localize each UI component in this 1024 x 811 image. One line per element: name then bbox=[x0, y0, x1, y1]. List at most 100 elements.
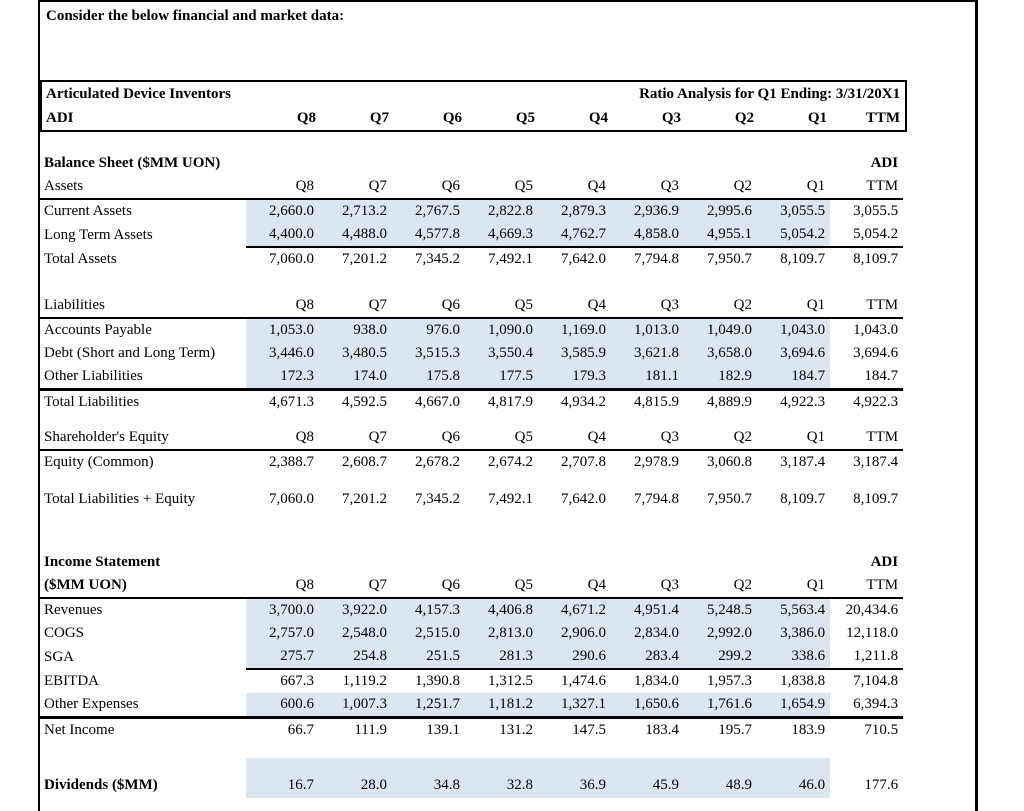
cell: 2,548.0 bbox=[319, 622, 392, 645]
cell: 4,667.0 bbox=[415, 394, 460, 410]
cell: 1,834.0 bbox=[634, 673, 679, 689]
cell: 4,955.1 bbox=[684, 223, 757, 248]
cell: 2,674.2 bbox=[488, 454, 533, 470]
column-header: Q6 bbox=[392, 175, 465, 200]
cell: 131.2 bbox=[499, 722, 533, 738]
cell: 3,700.0 bbox=[246, 598, 319, 622]
column-header: Q6 bbox=[392, 574, 465, 599]
column-header: Q3 bbox=[611, 175, 684, 200]
spacer-row bbox=[40, 474, 903, 488]
column-header: Q1 bbox=[807, 109, 828, 126]
column-header: TTM bbox=[830, 294, 904, 319]
row-total-liabilities: Total Liabilities 4,671.3 4,592.5 4,667.0 4… bbox=[40, 390, 903, 415]
cell: 2,992.0 bbox=[684, 622, 757, 645]
cell: 1,838.8 bbox=[780, 673, 826, 689]
cell: 1,043.0 bbox=[853, 322, 899, 338]
cell: 5,054.2 bbox=[757, 223, 831, 248]
cell: 7,345.2 bbox=[415, 251, 460, 267]
column-header: Q8 bbox=[246, 294, 319, 319]
cell: 177.6 bbox=[864, 777, 899, 793]
cell: 174.0 bbox=[319, 365, 392, 391]
cell: 4,934.2 bbox=[561, 394, 606, 410]
cell: 2,707.8 bbox=[561, 454, 606, 470]
cell: 3,922.0 bbox=[319, 598, 392, 622]
cell: 1,761.6 bbox=[684, 693, 757, 719]
cell: 2,608.7 bbox=[342, 454, 387, 470]
cell: 7,060.0 bbox=[269, 491, 314, 507]
cell: 338.6 bbox=[757, 645, 831, 670]
column-header: Q3 bbox=[611, 574, 684, 599]
column-header: Q7 bbox=[369, 109, 389, 126]
income-columns-row: ($MM UON) Q8 Q7 Q6 Q5 Q4 Q3 Q2 Q1 TTM bbox=[40, 574, 904, 599]
spacer-row bbox=[40, 511, 903, 551]
cell: 3,055.5 bbox=[757, 199, 831, 223]
cell: 32.8 bbox=[465, 758, 538, 798]
assets-columns-row: Assets Q8 Q7 Q6 Q5 Q4 Q3 Q2 Q1 TTM bbox=[40, 175, 904, 200]
cell: 283.4 bbox=[611, 645, 684, 670]
cell: 4,671.2 bbox=[538, 598, 611, 622]
cell: 111.9 bbox=[354, 722, 387, 738]
cell: 179.3 bbox=[538, 365, 611, 391]
cell: 1,251.7 bbox=[392, 693, 465, 719]
equity-columns-row: Shareholder's Equity Q8 Q7 Q6 Q5 Q4 Q3 Q2 Q1 TTM bbox=[40, 426, 904, 451]
cell: 2,995.6 bbox=[684, 199, 757, 223]
cell: 7,950.7 bbox=[707, 491, 752, 507]
cell: 710.5 bbox=[864, 722, 899, 738]
cell: 195.7 bbox=[718, 722, 752, 738]
row-other-expenses: Other Expenses 600.6 1,007.3 1,251.7 1,181.… bbox=[40, 693, 904, 719]
company-name: Articulated Device Inventors bbox=[46, 85, 231, 102]
column-header: Q3 bbox=[611, 426, 684, 451]
cell: 183.9 bbox=[791, 722, 826, 738]
row-label: Other Liabilities bbox=[40, 365, 246, 391]
cell: 66.7 bbox=[287, 722, 314, 738]
cell: 254.8 bbox=[319, 645, 392, 670]
cell: 290.6 bbox=[538, 645, 611, 670]
row-label: Total Liabilities bbox=[44, 394, 140, 410]
cell: 36.9 bbox=[538, 758, 611, 798]
cell: 3,480.5 bbox=[319, 342, 392, 365]
spacer-row bbox=[40, 742, 903, 758]
row-label: Total Assets bbox=[44, 250, 117, 267]
row-label: Revenues bbox=[44, 602, 103, 618]
cell: 177.5 bbox=[465, 365, 538, 391]
row-total-liab-equity: Total Liabilities + Equity 7,060.0 7,201.… bbox=[40, 488, 903, 511]
column-header: Q5 bbox=[515, 109, 536, 126]
row-cogs: COGS 2,757.0 2,548.0 2,515.0 2,813.0 2,906.0… bbox=[40, 622, 903, 645]
cell: 7,950.7 bbox=[707, 251, 752, 267]
cell: 3,658.0 bbox=[684, 342, 757, 365]
cell: 3,060.8 bbox=[707, 454, 752, 470]
cell: 2,388.7 bbox=[269, 454, 314, 470]
cell: 182.9 bbox=[684, 365, 757, 391]
cell: 4,889.9 bbox=[707, 394, 752, 410]
cell: 1,654.9 bbox=[757, 693, 831, 719]
cell: 1,474.6 bbox=[561, 673, 606, 689]
assets-header: Assets bbox=[40, 175, 246, 200]
column-header: TTM bbox=[830, 574, 904, 599]
cell: 1,013.0 bbox=[611, 318, 684, 342]
cell: 3,585.9 bbox=[538, 342, 611, 365]
column-header: Q4 bbox=[588, 109, 609, 126]
ticker-label: ADI bbox=[46, 109, 74, 126]
cell: 3,187.4 bbox=[853, 454, 899, 470]
cell: 4,762.7 bbox=[538, 223, 611, 248]
row-label: Debt (Short and Long Term) bbox=[44, 345, 216, 361]
income-statement-title: Income Statement bbox=[44, 554, 161, 570]
cell: 938.0 bbox=[319, 318, 392, 342]
cell: 45.9 bbox=[611, 758, 684, 798]
column-header: Q2 bbox=[684, 294, 757, 319]
cell: 1,090.0 bbox=[465, 318, 538, 342]
cell: 4,951.4 bbox=[611, 598, 684, 622]
column-header: TTM bbox=[830, 175, 904, 200]
column-header: Q6 bbox=[442, 109, 463, 126]
cell: 4,157.3 bbox=[392, 598, 465, 622]
cell: 5,563.4 bbox=[757, 598, 831, 622]
cell: 1,053.0 bbox=[246, 318, 319, 342]
row-label: Total Liabilities + Equity bbox=[44, 491, 196, 507]
column-header: Q6 bbox=[392, 294, 465, 319]
cell: 20,434.6 bbox=[845, 602, 899, 618]
column-header: Q4 bbox=[538, 426, 611, 451]
income-statement-title-row: Income Statement ADI bbox=[40, 551, 903, 574]
liabilities-header: Liabilities bbox=[40, 294, 246, 319]
column-header: Q1 bbox=[757, 175, 831, 200]
cell: 7,201.2 bbox=[342, 491, 387, 507]
